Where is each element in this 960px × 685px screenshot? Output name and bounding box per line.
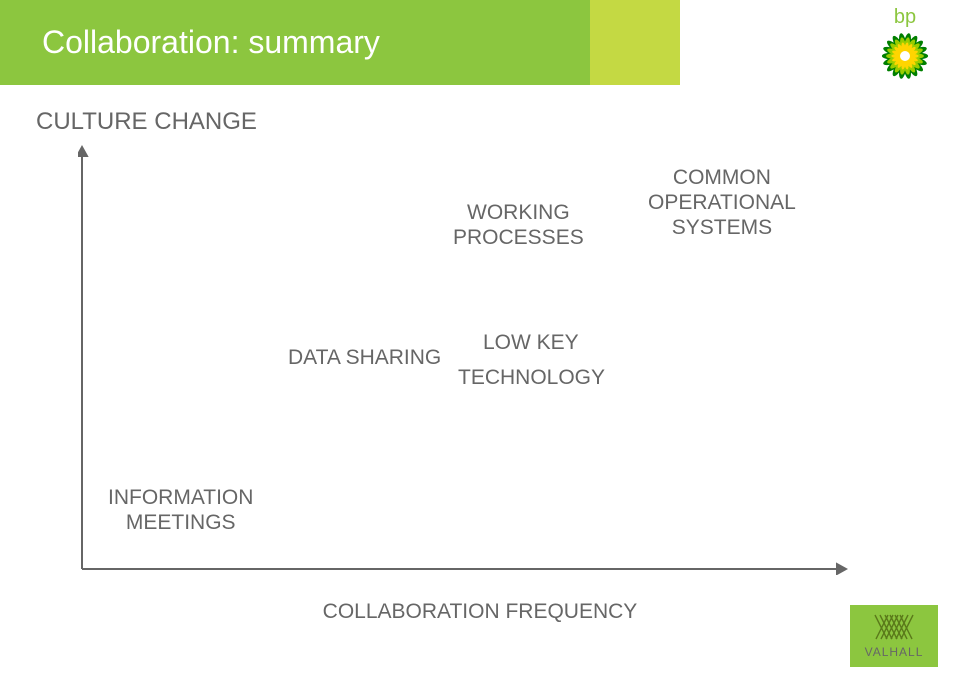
chart-area: COMMONOPERATIONALSYSTEMS WORKINGPROCESSES… <box>78 145 848 575</box>
chart-label: COMMONOPERATIONALSYSTEMS <box>648 165 796 241</box>
chart-label: WORKINGPROCESSES <box>453 200 584 250</box>
bp-sunburst-icon <box>880 31 930 81</box>
chart-label: DATA SHARING <box>288 345 441 370</box>
title-bar: Collaboration: summary <box>0 0 590 85</box>
y-axis-label: CULTURE CHANGE <box>36 108 257 136</box>
page-title: Collaboration: summary <box>42 24 380 61</box>
valhall-label: VALHALL <box>865 645 924 659</box>
x-axis-label: COLLABORATION FREQUENCY <box>0 600 960 624</box>
valhall-logo: VALHALL <box>850 605 938 667</box>
bp-logo: bp <box>880 6 930 86</box>
bp-label: bp <box>880 6 930 29</box>
valhall-icon <box>874 613 914 641</box>
chart-label: TECHNOLOGY <box>458 365 605 390</box>
chart-label: LOW KEY <box>483 330 579 355</box>
logo-box <box>590 0 680 85</box>
chart-label: INFORMATIONMEETINGS <box>108 485 253 535</box>
